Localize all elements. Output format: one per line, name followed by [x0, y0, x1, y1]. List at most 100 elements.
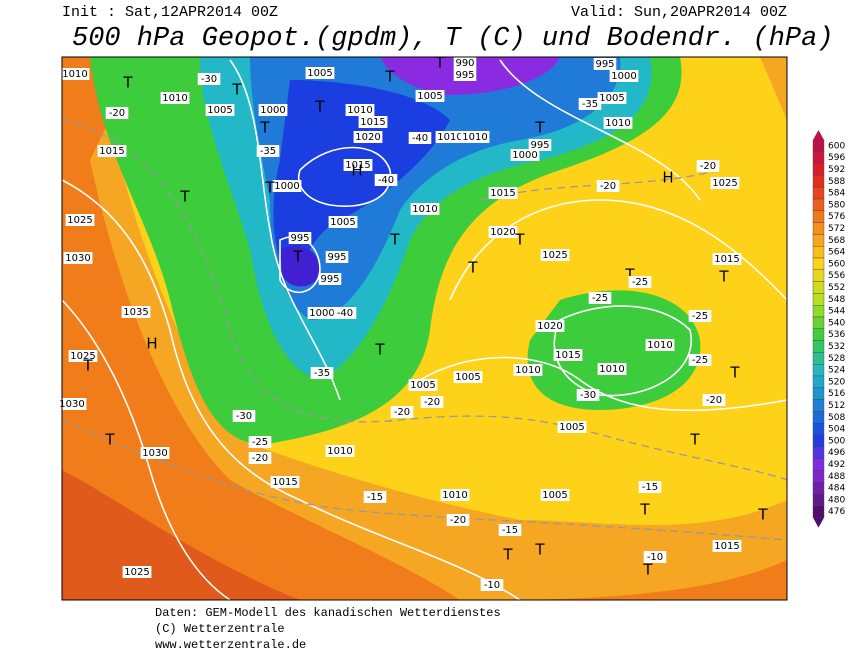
isoline-label: -40 — [378, 175, 394, 186]
colorbar-label: 528 — [828, 354, 845, 364]
isoline-label: -30 — [201, 74, 217, 85]
label-box — [256, 145, 280, 157]
label-box — [688, 354, 712, 366]
isoline-label: -20 — [252, 453, 268, 464]
label-box — [609, 70, 639, 82]
isoline-label: 1025 — [542, 250, 567, 261]
isoline-label: -30 — [580, 390, 596, 401]
label-box — [60, 68, 90, 80]
pressure-center: T — [729, 364, 740, 382]
colorbar-swatch — [812, 151, 825, 164]
colorbar-label: 548 — [828, 295, 845, 305]
label-box — [553, 349, 583, 361]
pressure-center: T — [384, 68, 395, 86]
isoline-label: 1010 — [462, 132, 487, 143]
pressure-center: T — [259, 119, 270, 137]
label-box — [390, 406, 414, 418]
label-box — [328, 216, 358, 228]
label-box — [597, 363, 627, 375]
colorbar-swatch — [812, 446, 825, 459]
isoline-label: 1015 — [714, 541, 739, 552]
isoline-label: -35 — [314, 368, 330, 379]
label-box — [363, 491, 387, 503]
deep-blue-zone — [273, 80, 450, 282]
isoline-label: -20 — [700, 161, 716, 172]
colorbar-swatch — [812, 316, 825, 330]
isoline-label: 995 — [530, 140, 549, 151]
label-box — [498, 524, 522, 536]
colorbar-label: 536 — [828, 330, 845, 340]
label-box — [310, 367, 334, 379]
label-box — [588, 292, 612, 304]
footer-line: Daten: GEM-Modell des kanadischen Wetter… — [155, 606, 501, 620]
pressure-center: T — [639, 501, 650, 519]
label-box — [325, 251, 349, 263]
pressure-center: T — [642, 561, 653, 579]
label-box — [578, 98, 602, 110]
pressure-center: T — [231, 81, 242, 99]
pressure-center: T — [434, 54, 445, 72]
isoline-label: 1010 — [599, 364, 624, 375]
isoline-label: -15 — [367, 492, 383, 503]
pressure-center: T — [82, 357, 93, 375]
colorbar-label: 500 — [828, 436, 845, 446]
label-box — [121, 306, 151, 318]
isoline-label: 1030 — [59, 399, 84, 410]
colorbar-swatch — [812, 305, 825, 318]
isoline-label: 995 — [290, 233, 309, 244]
colorbar-label: 552 — [828, 283, 845, 293]
colorbar-label: 560 — [828, 259, 845, 269]
init-time: Init : Sat,12APR2014 00Z — [62, 4, 278, 21]
isoline-label: 1010 — [347, 105, 372, 116]
isoline-label: -35 — [260, 146, 276, 157]
label-box — [307, 307, 337, 319]
footer-line: (C) Wetterzentrale — [155, 622, 285, 636]
label-box — [358, 116, 388, 128]
isoline-label: 1005 — [307, 68, 332, 79]
isoline-label: -25 — [692, 355, 708, 366]
isoline-label: -35 — [582, 99, 598, 110]
isoline-label: 1025 — [124, 567, 149, 578]
label-box — [638, 481, 662, 493]
colorbar-label: 580 — [828, 200, 845, 210]
colorbar-swatch — [812, 328, 825, 341]
pressure-center: H — [146, 335, 157, 353]
pressure-center: T — [534, 119, 545, 137]
colorbar-swatch — [812, 375, 825, 389]
label-box — [460, 131, 490, 143]
label-box — [510, 149, 540, 161]
colorbar-swatch — [812, 387, 825, 400]
isoline-label: 1000 — [309, 308, 334, 319]
isoline-label: 1005 — [207, 105, 232, 116]
colorbar-label: 540 — [828, 318, 845, 328]
isoline-label: 1010 — [327, 446, 352, 457]
colorbar-swatch — [812, 470, 825, 483]
colorbar-swatch — [812, 505, 825, 518]
label-box — [122, 566, 152, 578]
label-box — [488, 226, 518, 238]
label-box — [270, 476, 300, 488]
isoline-label: 1020 — [537, 321, 562, 332]
colorbar-label: 592 — [828, 165, 845, 175]
pressure-center: T — [624, 266, 635, 284]
colorbar-label: 532 — [828, 342, 845, 352]
isoline-label: 1015 — [345, 160, 370, 171]
isoline-label: 1005 — [559, 422, 584, 433]
pressure-center: T — [292, 248, 303, 266]
label-box — [408, 132, 432, 144]
pressure-center: H — [351, 162, 362, 180]
label-box — [593, 58, 617, 70]
isoline-label: -20 — [450, 515, 466, 526]
pressure-center: T — [179, 188, 190, 206]
isoline-label: 1030 — [142, 448, 167, 459]
label-box — [68, 350, 98, 362]
label-box — [540, 249, 570, 261]
label-box — [305, 67, 335, 79]
colorbar-label: 508 — [828, 413, 845, 423]
colorbar-label: 496 — [828, 448, 845, 458]
label-box — [325, 445, 355, 457]
isoline-label: 1005 — [417, 91, 442, 102]
isoline-label: 1005 — [542, 490, 567, 501]
